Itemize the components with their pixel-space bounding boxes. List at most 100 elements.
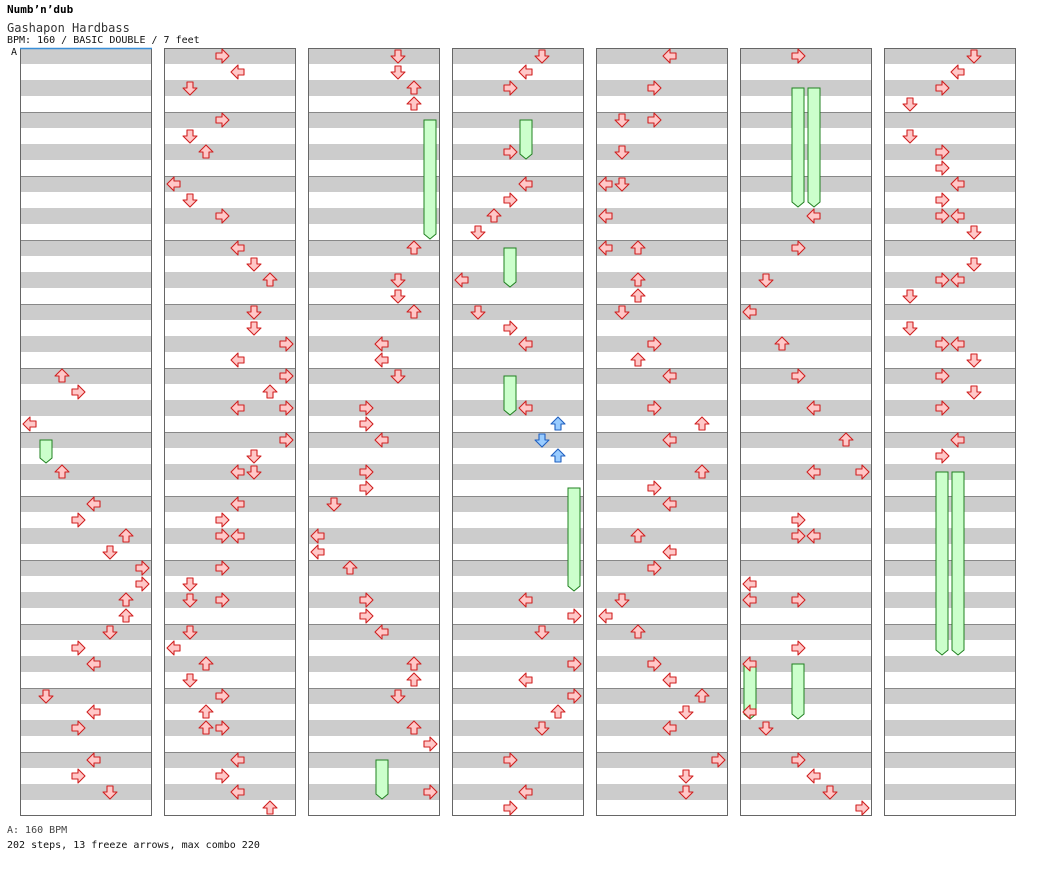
step-arrow-down: [534, 721, 550, 736]
step-arrow-up: [262, 800, 278, 815]
step-arrow-up: [406, 96, 422, 111]
step-arrow-down: [390, 369, 406, 384]
step-arrow-down: [470, 305, 486, 320]
step-arrow-down: [246, 465, 262, 480]
row-stripe: [884, 592, 1016, 608]
step-arrow-down: [102, 545, 118, 560]
row-stripe: [596, 592, 728, 608]
row-stripe: [884, 560, 1016, 576]
row-stripe: [740, 208, 872, 224]
step-arrow-right: [791, 528, 806, 544]
freeze-arrow: [791, 87, 805, 208]
row-stripe: [596, 176, 728, 192]
step-arrow-right: [935, 448, 950, 464]
freeze-arrow: [39, 439, 53, 464]
row-stripe: [596, 400, 728, 416]
step-arrow-down: [246, 321, 262, 336]
step-arrow-down: [678, 705, 694, 720]
row-stripe: [308, 208, 440, 224]
row-stripe: [884, 80, 1016, 96]
row-stripe: [308, 432, 440, 448]
row-stripe: [740, 688, 872, 704]
row-stripe: [164, 304, 296, 320]
step-arrow-left: [662, 496, 677, 512]
row-stripe: [164, 464, 296, 480]
bpm-note: A: 160 BPM: [7, 825, 68, 836]
step-arrow-left: [374, 336, 389, 352]
step-arrow-right: [359, 416, 374, 432]
row-stripe: [308, 304, 440, 320]
step-arrow-left: [662, 48, 677, 64]
row-stripe: [308, 144, 440, 160]
freeze-arrow: [503, 375, 517, 416]
row-stripe: [164, 112, 296, 128]
freeze-arrow: [519, 119, 533, 160]
row-stripe: [596, 80, 728, 96]
step-arrow-left: [86, 752, 101, 768]
step-arrow-left: [950, 176, 965, 192]
step-arrow-down: [534, 433, 550, 448]
step-arrow-down: [390, 273, 406, 288]
step-arrow-right: [215, 688, 230, 704]
chart-info: BPM: 160 / BASIC DOUBLE / 7 feet: [7, 35, 200, 46]
row-stripe: [164, 528, 296, 544]
step-arrow-down: [470, 225, 486, 240]
step-arrow-left: [598, 608, 613, 624]
step-arrow-right: [647, 560, 662, 576]
freeze-arrow: [567, 487, 581, 592]
row-stripe: [164, 240, 296, 256]
row-stripe: [884, 656, 1016, 672]
row-stripe: [596, 752, 728, 768]
step-arrow-left: [230, 752, 245, 768]
step-arrow-left: [950, 432, 965, 448]
row-stripe: [884, 272, 1016, 288]
row-stripe: [596, 112, 728, 128]
step-arrow-left: [950, 272, 965, 288]
step-arrow-up: [406, 304, 422, 319]
step-arrow-up: [550, 448, 566, 463]
row-stripe: [20, 592, 152, 608]
step-arrow-down: [182, 81, 198, 96]
row-stripe: [164, 784, 296, 800]
freeze-arrow: [951, 471, 965, 656]
column-border: [740, 48, 872, 816]
row-stripe: [740, 560, 872, 576]
row-stripe: [308, 560, 440, 576]
column-border: [308, 48, 440, 816]
step-arrow-up: [118, 528, 134, 543]
step-arrow-down: [758, 721, 774, 736]
step-arrow-up: [406, 240, 422, 255]
step-arrow-down: [182, 593, 198, 608]
row-stripe: [740, 80, 872, 96]
step-arrow-up: [550, 704, 566, 719]
row-stripe: [452, 592, 584, 608]
step-arrow-down: [678, 769, 694, 784]
step-arrow-left: [230, 352, 245, 368]
row-stripe: [308, 624, 440, 640]
step-arrow-right: [71, 640, 86, 656]
row-stripe: [740, 496, 872, 512]
row-stripe: [452, 336, 584, 352]
chart-column: [740, 48, 872, 816]
row-stripe: [164, 592, 296, 608]
row-stripe: [884, 752, 1016, 768]
row-stripe: [20, 560, 152, 576]
row-stripe: [308, 496, 440, 512]
step-arrow-right: [503, 800, 518, 816]
step-arrow-down: [614, 113, 630, 128]
step-arrow-right: [215, 592, 230, 608]
step-arrow-right: [647, 400, 662, 416]
row-stripe: [20, 432, 152, 448]
step-arrow-right: [279, 400, 294, 416]
step-arrow-up: [406, 80, 422, 95]
step-arrow-down: [966, 49, 982, 64]
row-stripe: [20, 528, 152, 544]
step-arrow-up: [198, 720, 214, 735]
row-stripe: [452, 176, 584, 192]
row-stripe: [884, 464, 1016, 480]
step-arrow-left: [230, 496, 245, 512]
row-stripe: [20, 496, 152, 512]
song-subtitle: Gashapon Hardbass: [7, 21, 130, 35]
row-stripe: [596, 624, 728, 640]
row-stripe: [884, 528, 1016, 544]
